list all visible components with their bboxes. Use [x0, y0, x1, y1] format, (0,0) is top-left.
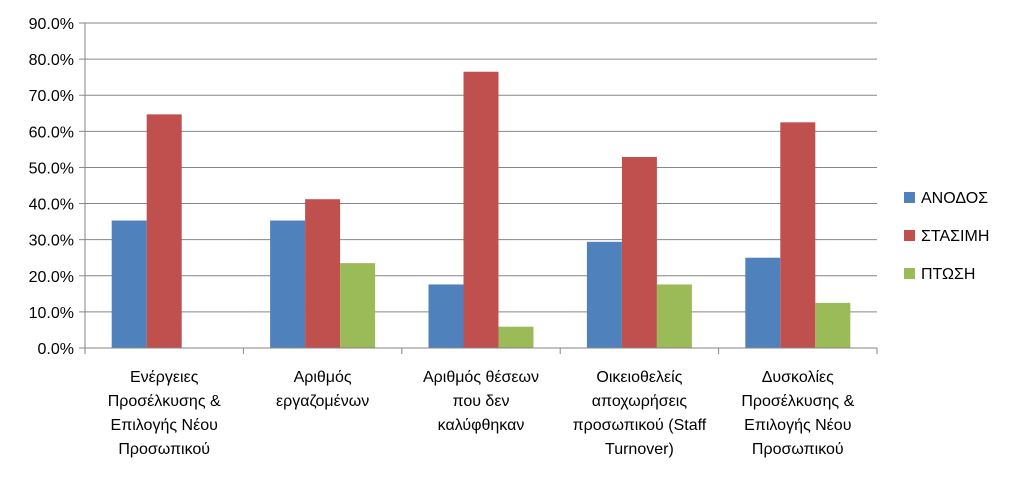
- x-category-label: Προσέλκυσης &: [741, 393, 854, 410]
- legend-label: ΠΤΩΣΗ: [921, 266, 975, 283]
- legend-swatch: [904, 230, 915, 241]
- legend-swatch: [904, 268, 915, 279]
- x-category-label: καλύφθηκαν: [438, 417, 525, 434]
- bar-1-3: [428, 284, 464, 348]
- bar-2-5: [780, 122, 816, 348]
- y-tick-label: 80.0%: [29, 52, 74, 69]
- bar-1-4: [586, 241, 622, 348]
- x-category-label: Επιλογής Νέου: [744, 417, 851, 434]
- x-category-label: προσωπικού (Staff: [573, 417, 707, 434]
- bar-3-2: [340, 263, 376, 348]
- legend-swatch: [904, 192, 915, 203]
- x-category-label: Οικειοθελείς: [596, 369, 682, 386]
- y-tick-label: 0.0%: [38, 341, 74, 358]
- bar-2-4: [621, 156, 657, 348]
- x-category-label: αποχωρήσεις: [592, 393, 688, 410]
- x-category-label: Προσωπικού: [752, 441, 844, 458]
- y-tick-label: 60.0%: [29, 124, 74, 141]
- legend-label: ΑΝΟΔΟΣ: [921, 190, 988, 207]
- axes: [84, 23, 878, 354]
- bar-2-3: [463, 71, 499, 348]
- x-category-label: Turnover): [605, 441, 674, 458]
- bars: [111, 71, 851, 348]
- x-category-label: Επιλογής Νέου: [111, 417, 218, 434]
- bar-2-2: [305, 199, 341, 348]
- y-axis-ticks: 0.0% 10.0% 20.0% 30.0% 40.0% 50.0% 60.0% 70.0% 8…: [29, 16, 85, 358]
- x-category-label: που δεν: [453, 393, 510, 410]
- y-tick-label: 30.0%: [29, 233, 74, 250]
- x-category-label: εργαζομένων: [276, 393, 369, 410]
- bar-3-4: [656, 284, 692, 348]
- y-tick-label: 20.0%: [29, 269, 74, 286]
- y-tick-label: 40.0%: [29, 197, 74, 214]
- legend-label: ΣΤΑΣΙΜΗ: [921, 228, 989, 245]
- x-category-label: Προσέλκυσης &: [108, 393, 221, 410]
- bar-1-2: [270, 220, 306, 348]
- x-category-label: Αριθμός θέσεων: [423, 369, 539, 386]
- bar-1-1: [111, 220, 147, 348]
- x-category-label: Αριθμός: [294, 369, 352, 386]
- x-category-label: Προσωπικού: [118, 441, 210, 458]
- y-tick-label: 50.0%: [29, 160, 74, 177]
- legend: ΑΝΟΔΟΣ ΣΤΑΣΙΜΗ ΠΤΩΣΗ: [904, 190, 989, 283]
- bar-1-5: [745, 257, 781, 348]
- bar-3-5: [815, 302, 851, 348]
- bar-2-1: [146, 114, 182, 348]
- bar-3-3: [498, 326, 534, 348]
- x-axis-categories: Ενέργειες Προσέλκυσης & Επιλογής Νέου Προσω…: [108, 369, 855, 458]
- y-tick-label: 70.0%: [29, 88, 74, 105]
- x-category-label: Δυσκολίες: [762, 369, 834, 386]
- y-tick-label: 90.0%: [29, 16, 74, 33]
- x-category-label: Ενέργειες: [130, 369, 199, 386]
- y-tick-label: 10.0%: [29, 305, 74, 322]
